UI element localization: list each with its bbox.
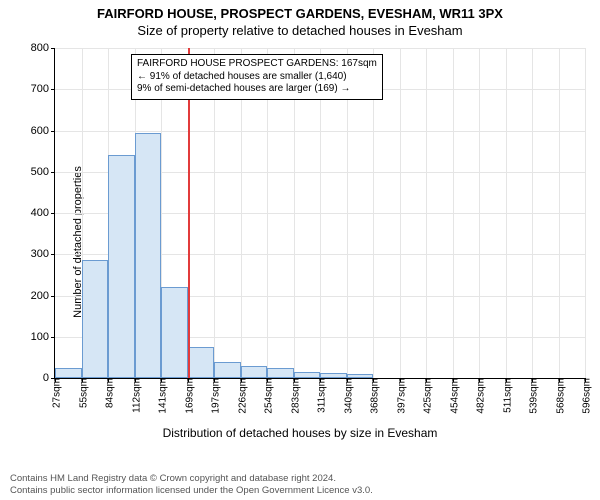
histogram-bar (135, 133, 162, 378)
plot-area: 010020030040050060070080027sqm55sqm84sqm… (54, 48, 585, 379)
info-line-2: ← 91% of detached houses are smaller (1,… (137, 71, 377, 84)
xtick-label: 596sqm (578, 378, 593, 414)
histogram-bar (55, 368, 82, 378)
xtick-label: 511sqm (498, 378, 513, 413)
footer-line-1: Contains HM Land Registry data © Crown c… (10, 473, 373, 484)
xtick-label: 112sqm (127, 378, 142, 413)
xtick-label: 27sqm (48, 378, 63, 408)
histogram-bar (320, 373, 347, 378)
info-line-1: FAIRFORD HOUSE PROSPECT GARDENS: 167sqm (137, 58, 377, 71)
histogram-bar (347, 374, 374, 378)
histogram-bar (82, 260, 109, 378)
xtick-label: 397sqm (392, 378, 407, 414)
xtick-label: 254sqm (260, 378, 275, 414)
histogram-bar (294, 372, 321, 378)
histogram-bar (108, 155, 135, 378)
x-axis-label: Distribution of detached houses by size … (0, 426, 600, 440)
xtick-label: 84sqm (101, 378, 116, 408)
gridline-v (532, 48, 533, 378)
histogram-bar (188, 347, 215, 378)
gridline-v (426, 48, 427, 378)
xtick-label: 454sqm (445, 378, 460, 414)
ytick-label: 800 (31, 42, 55, 54)
footer-line-2: Contains public sector information licen… (10, 485, 373, 496)
chart-container: Number of detached properties 0100200300… (0, 42, 600, 442)
histogram-bar (241, 366, 268, 378)
info-box: FAIRFORD HOUSE PROSPECT GARDENS: 167sqm … (131, 54, 383, 100)
ytick-label: 300 (31, 248, 55, 260)
xtick-label: 539sqm (525, 378, 540, 414)
xtick-label: 568sqm (551, 378, 566, 414)
xtick-label: 340sqm (339, 378, 354, 414)
xtick-label: 368sqm (366, 378, 381, 414)
ytick-label: 100 (31, 331, 55, 343)
xtick-label: 425sqm (419, 378, 434, 414)
chart-title-address: FAIRFORD HOUSE, PROSPECT GARDENS, EVESHA… (0, 0, 600, 21)
gridline-v (559, 48, 560, 378)
gridline-v (453, 48, 454, 378)
gridline-v (400, 48, 401, 378)
histogram-bar (161, 287, 188, 378)
chart-title-subtitle: Size of property relative to detached ho… (0, 21, 600, 38)
xtick-label: 169sqm (180, 378, 195, 414)
xtick-label: 141sqm (154, 378, 169, 414)
xtick-label: 197sqm (207, 378, 222, 414)
ytick-label: 500 (31, 166, 55, 178)
ytick-label: 700 (31, 83, 55, 95)
xtick-label: 283sqm (286, 378, 301, 414)
ytick-label: 600 (31, 125, 55, 137)
info-line-3: 9% of semi-detached houses are larger (1… (137, 83, 377, 96)
xtick-label: 55sqm (74, 378, 89, 408)
ytick-label: 400 (31, 207, 55, 219)
xtick-label: 311sqm (313, 378, 328, 413)
footer-attribution: Contains HM Land Registry data © Crown c… (10, 473, 373, 496)
gridline-v (585, 48, 586, 378)
ytick-label: 200 (31, 290, 55, 302)
xtick-label: 226sqm (233, 378, 248, 414)
gridline-v (479, 48, 480, 378)
histogram-bar (214, 362, 241, 379)
histogram-bar (267, 368, 294, 378)
xtick-label: 482sqm (472, 378, 487, 414)
gridline-v (506, 48, 507, 378)
